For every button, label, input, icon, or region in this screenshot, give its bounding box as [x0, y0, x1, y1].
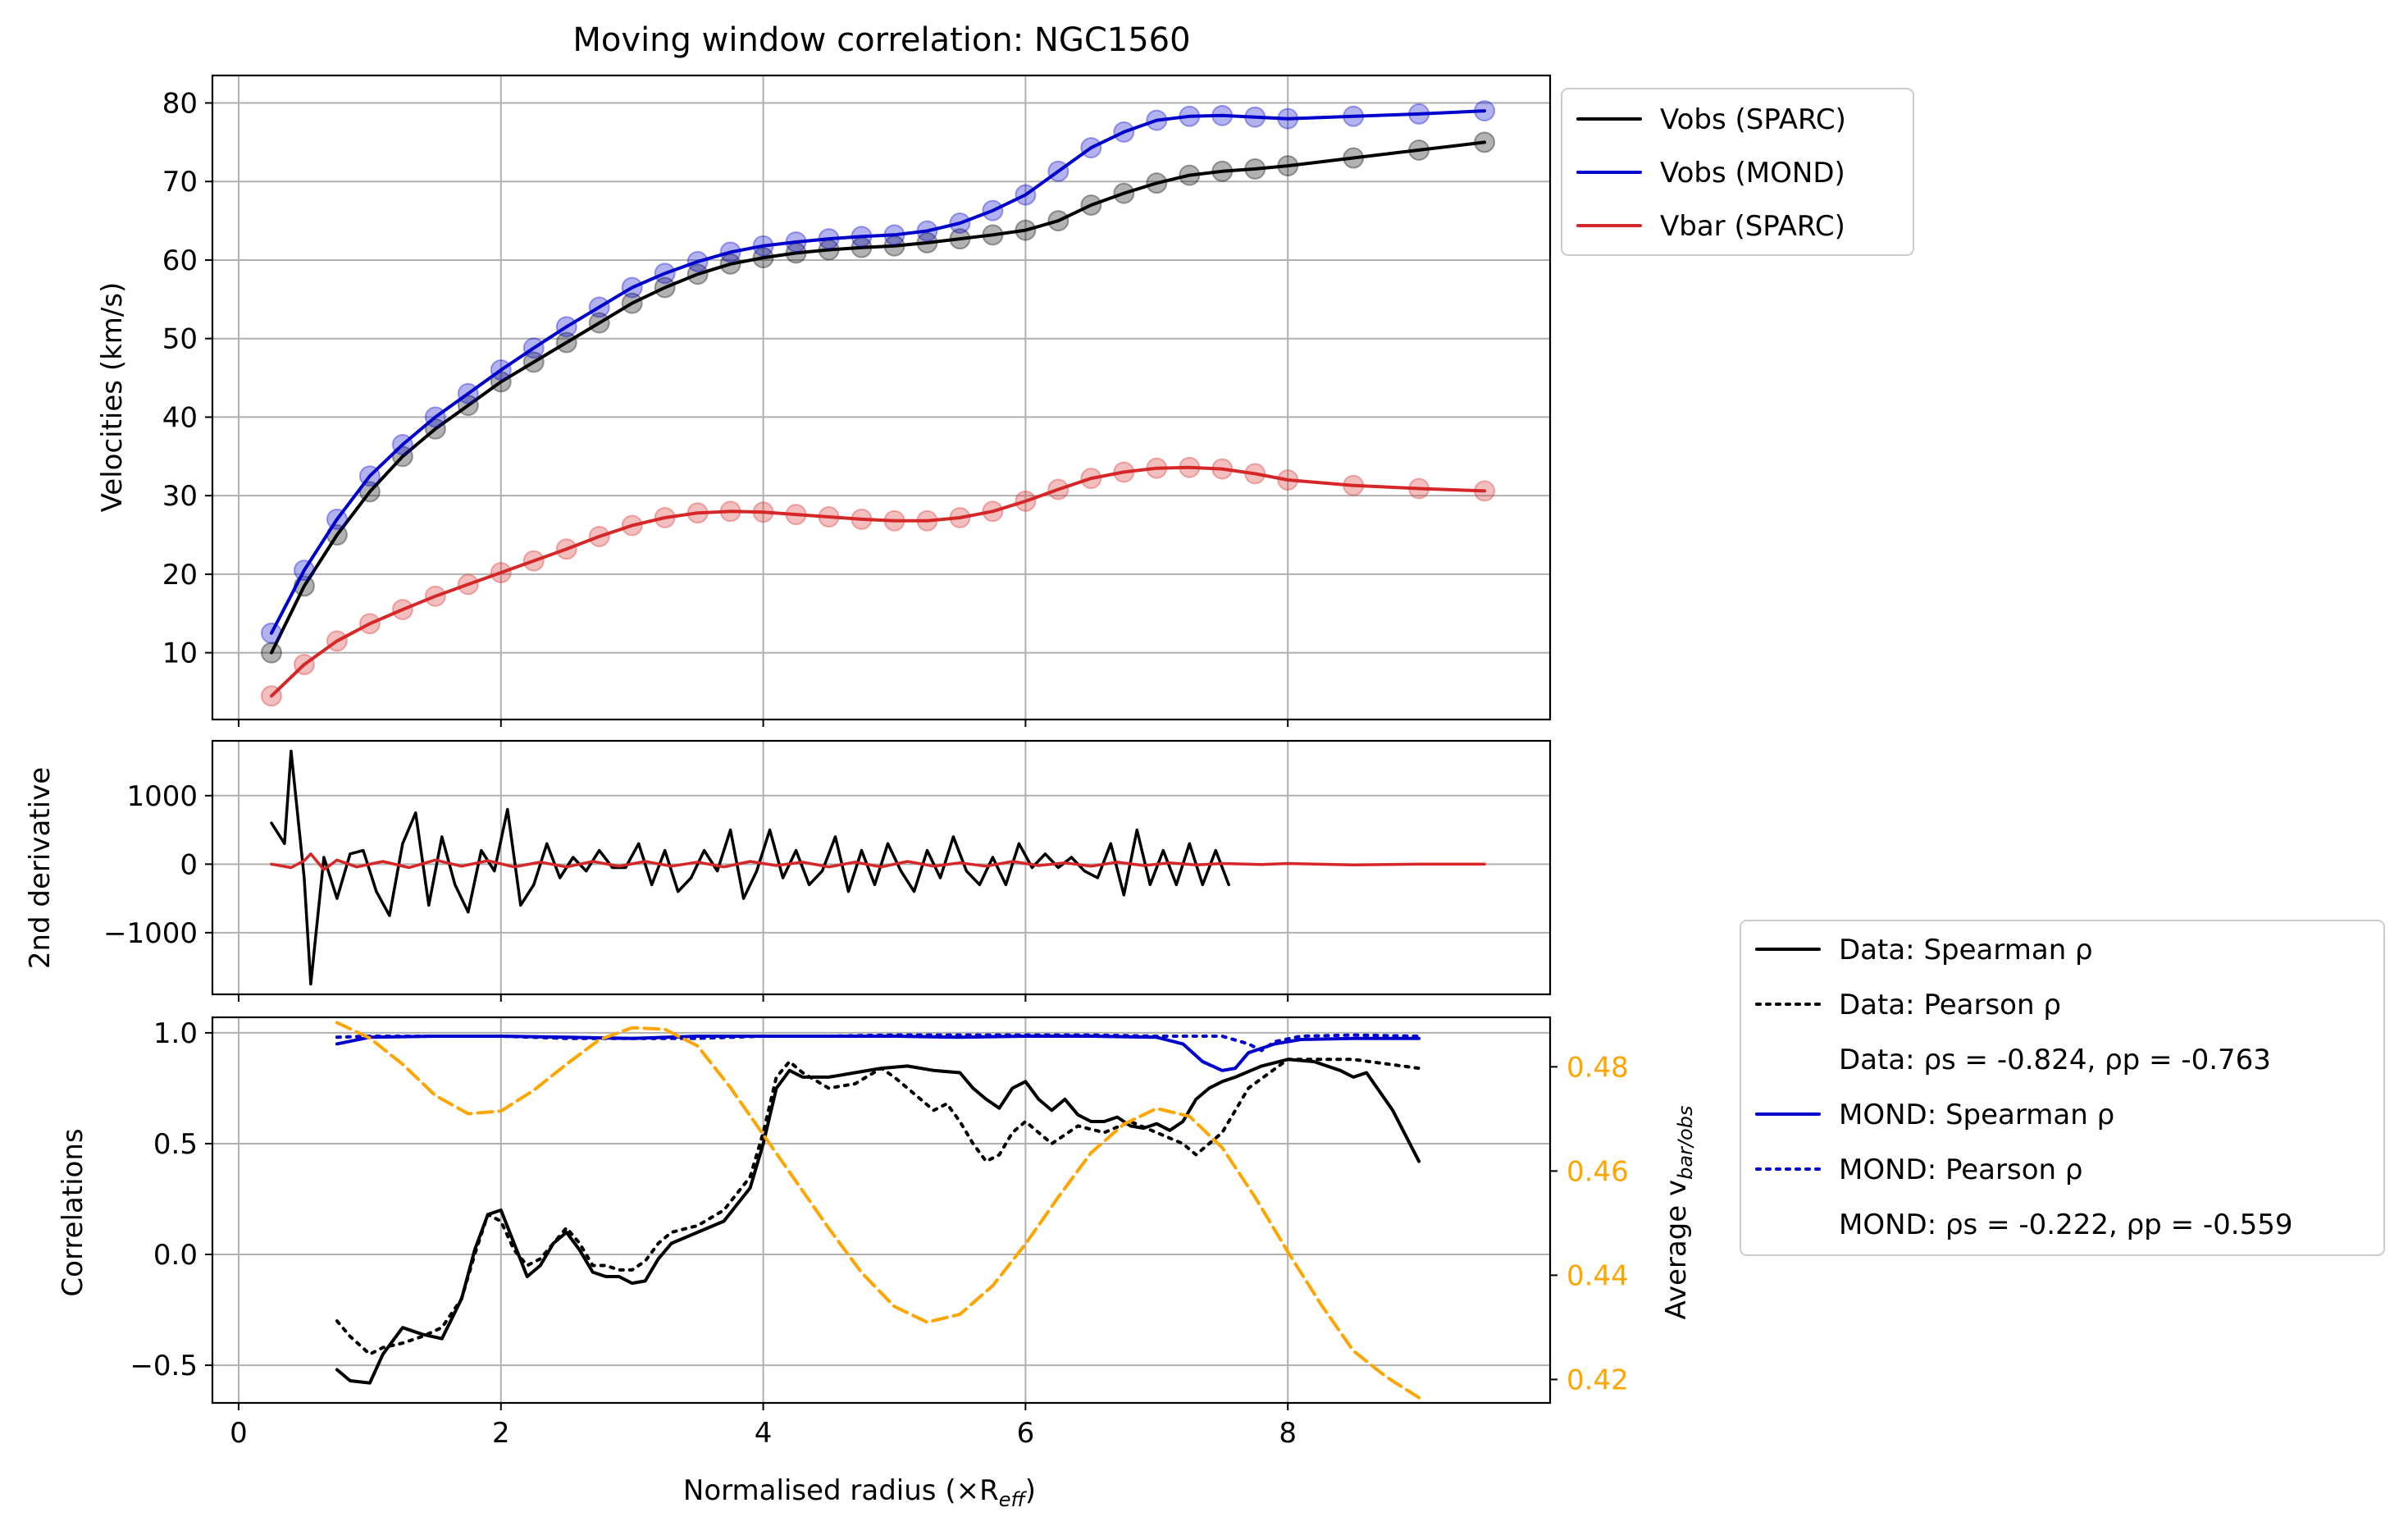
correlations-ylabel: Correlations	[57, 1128, 89, 1296]
legend-correlations-box	[1740, 920, 2385, 1256]
x-tick-label: 2	[492, 1417, 510, 1450]
ratio-ylabel-main: Average v	[1660, 1180, 1693, 1320]
legend-correlations: Data: Spearman ρ Data: Pearson ρ Data: ρs …	[1740, 920, 2385, 1256]
y-tick-label: 40	[162, 401, 198, 434]
legend-label: Data: Spearman ρ	[1839, 934, 2093, 966]
series-line	[270, 140, 1486, 655]
y-tick-label: 80	[162, 88, 198, 121]
legend-label: Vobs (SPARC)	[1660, 103, 1846, 136]
ratio-ylabel-sub: bar/obs	[1674, 1106, 1697, 1180]
legend-label: Data: ρs = -0.824, ρp = -0.763	[1839, 1044, 2271, 1076]
velocities-frame	[211, 74, 1552, 721]
series-line	[270, 749, 1230, 986]
y2-tick-label: 0.46	[1567, 1155, 1629, 1188]
series-line	[335, 1021, 1421, 1400]
x-axis-label-sub: eff	[999, 1488, 1028, 1511]
y-tick-label: 30	[162, 480, 198, 513]
y-tick-label: 20	[162, 559, 198, 592]
y-tick-label: 0	[180, 848, 198, 881]
y-tick-label: 0.5	[153, 1128, 198, 1161]
derivative-ticks: −1000 0 1000	[103, 780, 1289, 1002]
derivative-panel: −1000 0 1000 2nd derivative	[24, 739, 1552, 1002]
y-tick-label: −0.5	[130, 1350, 198, 1382]
correlations-ticks: 0 2 4 6 8 −0.5 0.0 0.5 1.0 0.42 0.44 0.46 0.48	[130, 1017, 1628, 1450]
series-line	[335, 1058, 1421, 1385]
velocities-grid	[212, 75, 1550, 720]
y-tick-label: 0.0	[153, 1239, 198, 1272]
series-line	[270, 109, 1486, 635]
legend-label: Vbar (SPARC)	[1660, 210, 1845, 243]
velocities-ticks: 10 20 30 40 50 60 70 80	[162, 88, 1289, 727]
series-line	[335, 1033, 1421, 1053]
x-axis-label-main: Normalised radius (×R	[683, 1474, 999, 1507]
derivative-frame	[211, 739, 1552, 996]
y-tick-label: 70	[162, 166, 198, 199]
y2-tick-label: 0.42	[1567, 1364, 1629, 1396]
series-line	[270, 465, 1486, 698]
ratio-ylabel: Average vbar/obs	[1660, 1106, 1697, 1320]
figure-title: Moving window correlation: NGC1560	[572, 21, 1190, 59]
x-axis-label: Normalised radius (×Reff)	[683, 1474, 1036, 1511]
velocities-series	[260, 100, 1496, 707]
legend-label: Data: Pearson ρ	[1839, 989, 2061, 1021]
y-tick-label: 1000	[126, 780, 198, 813]
legend-label: MOND: Spearman ρ	[1839, 1099, 2114, 1131]
legend-velocities: Vobs (SPARC) Vobs (MOND) Vbar (SPARC)	[1561, 88, 1914, 256]
y-tick-label: 60	[162, 244, 198, 277]
series-line	[270, 852, 1486, 871]
legend-label: MOND: ρs = -0.222, ρp = -0.559	[1839, 1208, 2292, 1241]
y-tick-label: 10	[162, 637, 198, 670]
legend-label: MOND: Pearson ρ	[1839, 1154, 2082, 1186]
y-tick-label: 50	[162, 323, 198, 356]
y-tick-label: 1.0	[153, 1017, 198, 1050]
correlations-series	[335, 1021, 1421, 1400]
x-tick-label: 6	[1017, 1417, 1035, 1450]
velocities-panel: 10 20 30 40 50 60 70 80 Velocities (km/s)	[96, 74, 1552, 727]
series-line	[335, 1058, 1421, 1356]
correlations-frame	[211, 1016, 1552, 1405]
legend-label: Vobs (MOND)	[1660, 157, 1845, 190]
derivative-ylabel: 2nd derivative	[24, 767, 57, 969]
y2-tick-label: 0.44	[1567, 1259, 1629, 1292]
legend-velocities-box	[1561, 88, 1914, 256]
derivative-series	[270, 749, 1486, 986]
y-tick-label: −1000	[103, 917, 198, 950]
x-tick-label: 4	[755, 1417, 773, 1450]
x-tick-label: 8	[1279, 1417, 1297, 1450]
velocities-ylabel: Velocities (km/s)	[96, 282, 129, 513]
y2-tick-label: 0.48	[1567, 1051, 1629, 1084]
correlations-panel: 0 2 4 6 8 −0.5 0.0 0.5 1.0 0.42 0.44 0.46 0.48 Corre…	[57, 1016, 1697, 1450]
x-tick-label: 0	[230, 1417, 248, 1450]
x-axis-label-close: )	[1025, 1474, 1036, 1507]
